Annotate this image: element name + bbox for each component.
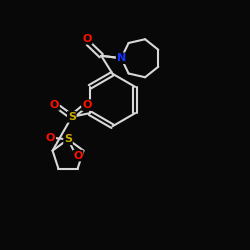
Text: O: O: [46, 132, 55, 142]
Text: S: S: [64, 134, 72, 144]
Text: S: S: [68, 112, 76, 122]
Text: O: O: [82, 100, 92, 110]
Text: O: O: [50, 100, 59, 110]
Text: O: O: [82, 34, 92, 44]
Text: O: O: [73, 150, 83, 161]
Text: N: N: [116, 53, 126, 63]
